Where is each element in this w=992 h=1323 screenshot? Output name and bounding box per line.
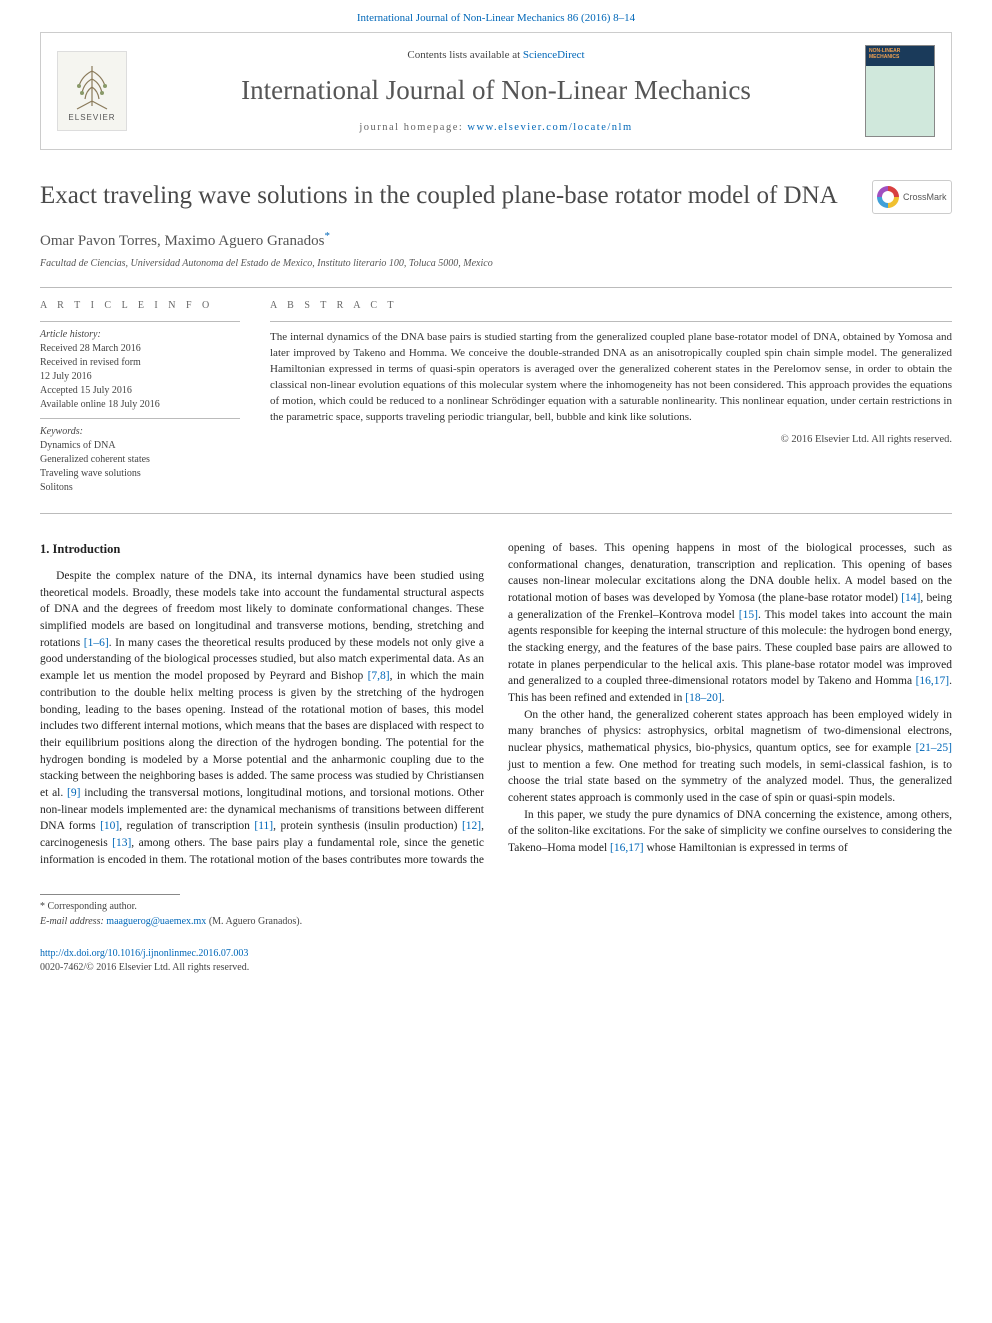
ref-link[interactable]: [1–6] [84,637,109,649]
ref-link[interactable]: [21–25] [916,742,952,754]
body-paragraph: In this paper, we study the pure dynamic… [508,807,952,857]
contents-line: Contents lists available at ScienceDirec… [147,49,845,61]
info-label: A R T I C L E I N F O [40,300,240,311]
crossmark-icon [877,186,899,208]
doi-link[interactable]: http://dx.doi.org/10.1016/j.ijnonlinmec.… [40,948,248,959]
top-journal-ref-link[interactable]: International Journal of Non-Linear Mech… [357,12,635,24]
ref-link[interactable]: [15] [739,609,758,621]
body-paragraph: On the other hand, the generalized coher… [508,707,952,807]
keywords-head: Keywords: [40,425,240,439]
header-center: Contents lists available at ScienceDirec… [147,49,845,133]
history-line: Received 28 March 2016 [40,342,240,356]
ref-link[interactable]: [10] [100,820,119,832]
ref-link[interactable]: [11] [254,820,273,832]
abstract-text: The internal dynamics of the DNA base pa… [270,321,952,426]
history-line: 12 July 2016 [40,370,240,384]
keyword: Solitons [40,481,240,495]
corr-author-mark: * [324,230,330,242]
info-abstract-row: A R T I C L E I N F O Article history: R… [40,300,952,495]
divider-1 [40,287,952,288]
abstract-copyright: © 2016 Elsevier Ltd. All rights reserved… [270,434,952,445]
abstract: A B S T R A C T The internal dynamics of… [270,300,952,495]
homepage-prefix: journal homepage: [359,122,467,133]
history-block: Article history: Received 28 March 2016 … [40,321,240,419]
article-info: A R T I C L E I N F O Article history: R… [40,300,240,495]
title-row: Exact traveling wave solutions in the co… [40,180,952,214]
keywords-block: Keywords: Dynamics of DNA Generalized co… [40,419,240,495]
keyword: Generalized coherent states [40,453,240,467]
crossmark-badge[interactable]: CrossMark [872,180,952,214]
homepage-link[interactable]: www.elsevier.com/locate/nlm [467,122,632,133]
contents-prefix: Contents lists available at [407,49,522,61]
body-columns: 1. Introduction Despite the complex natu… [40,540,952,868]
crossmark-label: CrossMark [903,192,947,202]
top-journal-ref: International Journal of Non-Linear Mech… [0,0,992,32]
section-heading: 1. Introduction [40,540,484,558]
sciencedirect-link[interactable]: ScienceDirect [523,49,585,61]
email-link[interactable]: maaguerog@uaemex.mx [106,916,206,927]
ref-link[interactable]: [14] [901,592,920,604]
corr-author-label: * Corresponding author. [40,899,952,914]
elsevier-logo: ELSEVIER [57,51,127,131]
abstract-label: A B S T R A C T [270,300,952,311]
history-head: Article history: [40,328,240,342]
issn-line: 0020-7462/© 2016 Elsevier Ltd. All right… [40,962,249,973]
cover-title: NON-LINEAR MECHANICS [869,49,931,60]
email-line: E-mail address: maaguerog@uaemex.mx (M. … [40,914,952,929]
article-title: Exact traveling wave solutions in the co… [40,180,856,211]
affiliation: Facultad de Ciencias, Universidad Autono… [40,258,952,269]
history-line: Accepted 15 July 2016 [40,384,240,398]
keyword: Dynamics of DNA [40,439,240,453]
ref-link[interactable]: [12] [462,820,481,832]
homepage-line: journal homepage: www.elsevier.com/locat… [147,122,845,133]
keyword: Traveling wave solutions [40,467,240,481]
ref-link[interactable]: [13] [112,837,131,849]
elsevier-tree-icon [67,61,117,111]
doi-issn-block: http://dx.doi.org/10.1016/j.ijnonlinmec.… [40,947,952,975]
history-line: Received in revised form [40,356,240,370]
email-author: (M. Aguero Granados). [206,916,302,927]
authors-text: Omar Pavon Torres, Maximo Aguero Granado… [40,233,324,249]
journal-name: International Journal of Non-Linear Mech… [147,75,845,106]
authors: Omar Pavon Torres, Maximo Aguero Granado… [40,230,952,250]
elsevier-label: ELSEVIER [68,113,115,122]
ref-link[interactable]: [16,17] [610,842,644,854]
history-line: Available online 18 July 2016 [40,398,240,412]
email-label: E-mail address: [40,916,106,927]
divider-2 [40,513,952,514]
ref-link[interactable]: [7,8] [368,670,390,682]
ref-link[interactable]: [18–20] [685,692,721,704]
ref-link[interactable]: [16,17] [916,675,950,687]
journal-header: ELSEVIER Contents lists available at Sci… [40,32,952,150]
corresponding-footer: * Corresponding author. E-mail address: … [40,888,952,929]
ref-link[interactable]: [9] [67,787,80,799]
journal-cover: NON-LINEAR MECHANICS [865,45,935,137]
